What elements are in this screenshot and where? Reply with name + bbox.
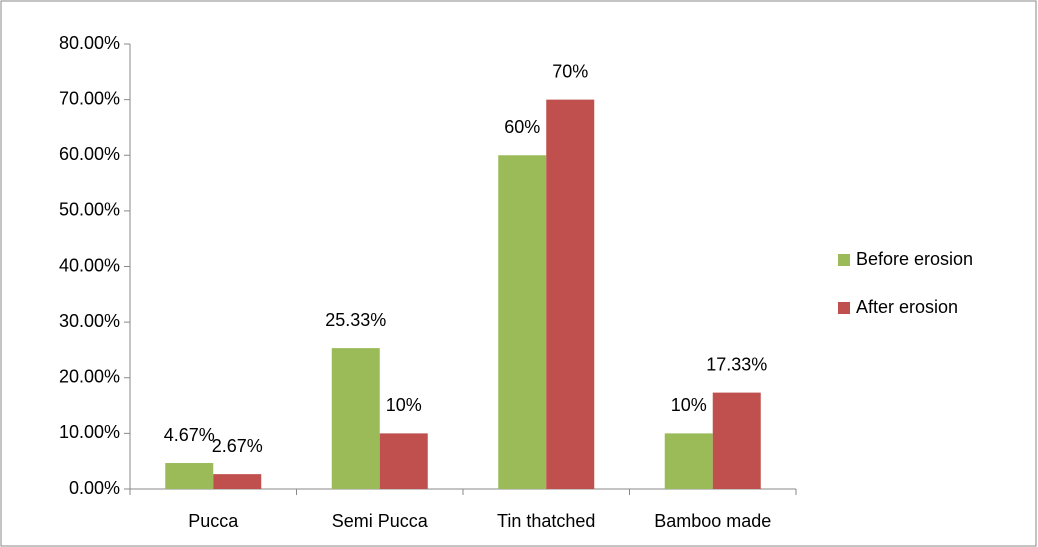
x-tick-label: Semi Pucca bbox=[332, 511, 429, 531]
data-label: 2.67% bbox=[212, 436, 263, 456]
bar bbox=[664, 433, 713, 489]
data-label: 10% bbox=[671, 395, 707, 415]
x-tick-label: Bamboo made bbox=[654, 511, 771, 531]
y-tick-label: 80.00% bbox=[59, 33, 120, 53]
y-tick-label: 40.00% bbox=[59, 255, 120, 275]
bar bbox=[379, 433, 428, 489]
y-tick-label: 60.00% bbox=[59, 144, 120, 164]
legend-swatch bbox=[838, 254, 850, 266]
y-tick-label: 50.00% bbox=[59, 200, 120, 220]
legend-label: After erosion bbox=[856, 297, 958, 317]
bar bbox=[331, 348, 380, 489]
data-label: 70% bbox=[552, 61, 588, 81]
legend-swatch bbox=[838, 302, 850, 314]
data-label: 10% bbox=[386, 395, 422, 415]
y-tick-label: 70.00% bbox=[59, 88, 120, 108]
bar bbox=[498, 155, 547, 489]
bar bbox=[712, 392, 761, 489]
legend-label: Before erosion bbox=[856, 249, 973, 269]
data-label: 25.33% bbox=[325, 310, 386, 330]
bar bbox=[213, 474, 262, 489]
y-tick-label: 10.00% bbox=[59, 422, 120, 442]
x-tick-label: Tin thatched bbox=[497, 511, 595, 531]
data-label: 4.67% bbox=[164, 425, 215, 445]
y-tick-label: 0.00% bbox=[69, 478, 120, 498]
data-label: 60% bbox=[504, 117, 540, 137]
bar bbox=[165, 463, 214, 489]
y-tick-label: 20.00% bbox=[59, 367, 120, 387]
bar bbox=[546, 99, 595, 489]
data-label: 17.33% bbox=[706, 354, 767, 374]
y-tick-label: 30.00% bbox=[59, 311, 120, 331]
x-tick-label: Pucca bbox=[188, 511, 239, 531]
